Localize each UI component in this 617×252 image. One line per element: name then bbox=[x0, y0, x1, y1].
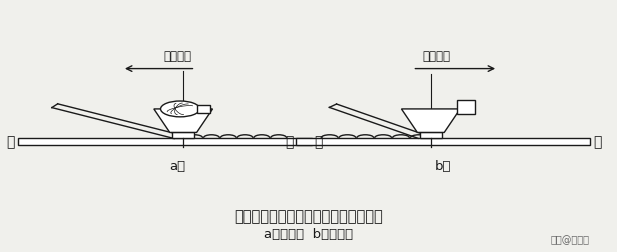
Text: 焊接方向: 焊接方向 bbox=[423, 50, 451, 63]
Polygon shape bbox=[172, 133, 194, 138]
Polygon shape bbox=[18, 138, 312, 146]
Text: b）: b） bbox=[435, 159, 451, 172]
Text: 左: 左 bbox=[7, 135, 15, 149]
Text: 右: 右 bbox=[315, 135, 323, 149]
Text: 头条@原子粲: 头条@原子粲 bbox=[551, 234, 590, 244]
Polygon shape bbox=[296, 138, 590, 146]
Text: 右: 右 bbox=[593, 135, 601, 149]
Text: 焊接方向: 焊接方向 bbox=[163, 50, 191, 63]
Text: a）左焊法  b）右焊法: a）左焊法 b）右焊法 bbox=[264, 227, 353, 240]
Polygon shape bbox=[420, 133, 442, 138]
Text: a）: a） bbox=[169, 159, 185, 172]
Polygon shape bbox=[402, 109, 460, 133]
Polygon shape bbox=[457, 101, 476, 114]
Text: 左: 左 bbox=[285, 135, 293, 149]
Circle shape bbox=[160, 102, 200, 117]
Polygon shape bbox=[154, 109, 212, 133]
Text: 手工钨极氩弧焊左焊法和右焊法示意图: 手工钨极氩弧焊左焊法和右焊法示意图 bbox=[234, 208, 383, 224]
Polygon shape bbox=[197, 106, 210, 113]
